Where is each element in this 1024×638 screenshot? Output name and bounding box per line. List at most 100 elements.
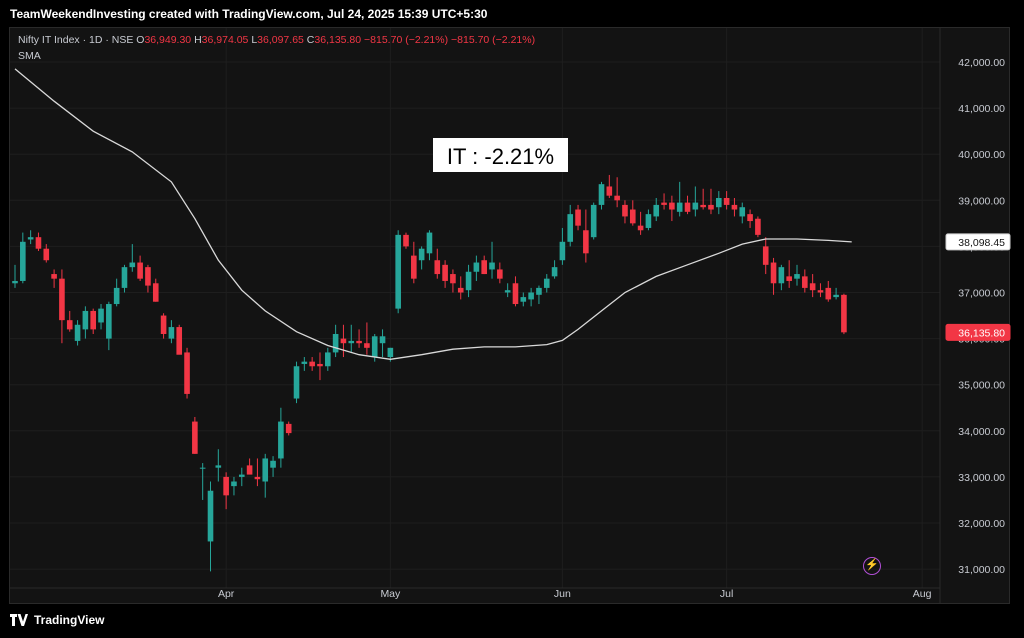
candle-body[interactable] bbox=[567, 214, 574, 242]
candle-body[interactable] bbox=[20, 241, 26, 281]
candle-body[interactable] bbox=[176, 327, 183, 355]
candle-body[interactable] bbox=[223, 476, 229, 496]
candle-body[interactable] bbox=[231, 481, 237, 487]
candle-body[interactable] bbox=[145, 267, 151, 286]
candle-body[interactable] bbox=[332, 333, 339, 353]
candle-body[interactable] bbox=[262, 458, 269, 482]
candle-body[interactable] bbox=[809, 283, 816, 291]
candle-body[interactable] bbox=[528, 292, 534, 300]
candle-body[interactable] bbox=[731, 204, 738, 210]
candle-body[interactable] bbox=[755, 218, 761, 235]
candle-body[interactable] bbox=[418, 248, 425, 261]
candle-body[interactable] bbox=[794, 274, 800, 279]
candle-body[interactable] bbox=[340, 338, 347, 344]
candle-body[interactable] bbox=[559, 241, 566, 261]
candle-body[interactable] bbox=[614, 195, 620, 201]
candle-body[interactable] bbox=[661, 202, 667, 205]
candle-body[interactable] bbox=[457, 287, 464, 293]
candle-body[interactable] bbox=[121, 267, 128, 288]
candle-body[interactable] bbox=[207, 490, 214, 542]
candle-body[interactable] bbox=[184, 352, 190, 394]
candle-body[interactable] bbox=[285, 423, 292, 434]
lightning-icon[interactable]: ⚡ bbox=[863, 557, 881, 575]
candle-body[interactable] bbox=[622, 204, 628, 217]
candle-body[interactable] bbox=[293, 366, 300, 399]
candle-body[interactable] bbox=[708, 204, 714, 210]
candle-body[interactable] bbox=[504, 290, 511, 293]
candle-body[interactable] bbox=[106, 304, 112, 339]
candle-body[interactable] bbox=[238, 474, 245, 477]
candle-body[interactable] bbox=[606, 186, 613, 196]
candle-body[interactable] bbox=[379, 336, 386, 344]
annotation-box[interactable] bbox=[433, 138, 568, 172]
candle-body[interactable] bbox=[137, 262, 143, 279]
candle-body[interactable] bbox=[442, 264, 448, 281]
candle-body[interactable] bbox=[254, 476, 261, 480]
candle-body[interactable] bbox=[450, 274, 456, 284]
candle-body[interactable] bbox=[129, 262, 136, 268]
candle-body[interactable] bbox=[770, 262, 777, 284]
candle-body[interactable] bbox=[637, 225, 644, 231]
candle-body[interactable] bbox=[356, 340, 362, 344]
candle-body[interactable] bbox=[676, 202, 683, 212]
candle-body[interactable] bbox=[348, 340, 355, 344]
candle-body[interactable] bbox=[317, 363, 323, 367]
candle-body[interactable] bbox=[762, 246, 769, 265]
candle-body[interactable] bbox=[12, 280, 18, 284]
candle-body[interactable] bbox=[152, 283, 159, 302]
candle-body[interactable] bbox=[215, 465, 222, 468]
candle-body[interactable] bbox=[35, 237, 42, 249]
candle-body[interactable] bbox=[82, 310, 89, 330]
candle-body[interactable] bbox=[841, 294, 847, 333]
instrument-name[interactable]: Nifty IT Index · 1D · NSE bbox=[18, 34, 134, 46]
candle-body[interactable] bbox=[684, 202, 691, 212]
candle-body[interactable] bbox=[825, 287, 832, 300]
candle-body[interactable] bbox=[786, 276, 792, 281]
candle-body[interactable] bbox=[473, 262, 480, 272]
candle-body[interactable] bbox=[497, 269, 503, 279]
candle-body[interactable] bbox=[27, 237, 34, 240]
candle-body[interactable] bbox=[403, 234, 409, 247]
candle-body[interactable] bbox=[160, 315, 167, 334]
candle-body[interactable] bbox=[481, 260, 487, 275]
candle-body[interactable] bbox=[700, 204, 706, 208]
candle-body[interactable] bbox=[395, 234, 401, 309]
candle-body[interactable] bbox=[301, 361, 308, 364]
candle-body[interactable] bbox=[590, 204, 597, 238]
candle-body[interactable] bbox=[512, 283, 519, 305]
candle-body[interactable] bbox=[113, 287, 120, 305]
candle-body[interactable] bbox=[747, 214, 753, 222]
candle-body[interactable] bbox=[168, 327, 175, 339]
candle-body[interactable] bbox=[692, 202, 699, 210]
candle-body[interactable] bbox=[802, 276, 808, 288]
candle-body[interactable] bbox=[645, 214, 652, 228]
candle-body[interactable] bbox=[716, 197, 722, 208]
candle-body[interactable] bbox=[739, 207, 746, 217]
candle-body[interactable] bbox=[833, 294, 839, 298]
candle-body[interactable] bbox=[426, 232, 433, 254]
candle-body[interactable] bbox=[246, 465, 253, 475]
candle-body[interactable] bbox=[387, 347, 394, 358]
candle-body[interactable] bbox=[309, 361, 315, 367]
candle-body[interactable] bbox=[270, 460, 276, 468]
candle-body[interactable] bbox=[723, 197, 730, 205]
candle-body[interactable] bbox=[74, 324, 81, 341]
candle-body[interactable] bbox=[192, 421, 198, 454]
candle-body[interactable] bbox=[520, 297, 527, 302]
candle-body[interactable] bbox=[489, 262, 495, 270]
candle-body[interactable] bbox=[434, 260, 441, 275]
candle-body[interactable] bbox=[43, 248, 50, 261]
candle-body[interactable] bbox=[90, 310, 96, 330]
candle-body[interactable] bbox=[325, 352, 331, 367]
candle-body[interactable] bbox=[598, 184, 605, 205]
candle-body[interactable] bbox=[371, 336, 378, 358]
candle-body[interactable] bbox=[583, 230, 589, 254]
sma-line[interactable] bbox=[14, 68, 852, 360]
candle-body[interactable] bbox=[778, 267, 785, 284]
candle-body[interactable] bbox=[817, 290, 824, 293]
candle-body[interactable] bbox=[66, 320, 73, 330]
candle-body[interactable] bbox=[98, 308, 104, 323]
candle-body[interactable] bbox=[629, 209, 636, 224]
candle-body[interactable] bbox=[575, 209, 581, 226]
